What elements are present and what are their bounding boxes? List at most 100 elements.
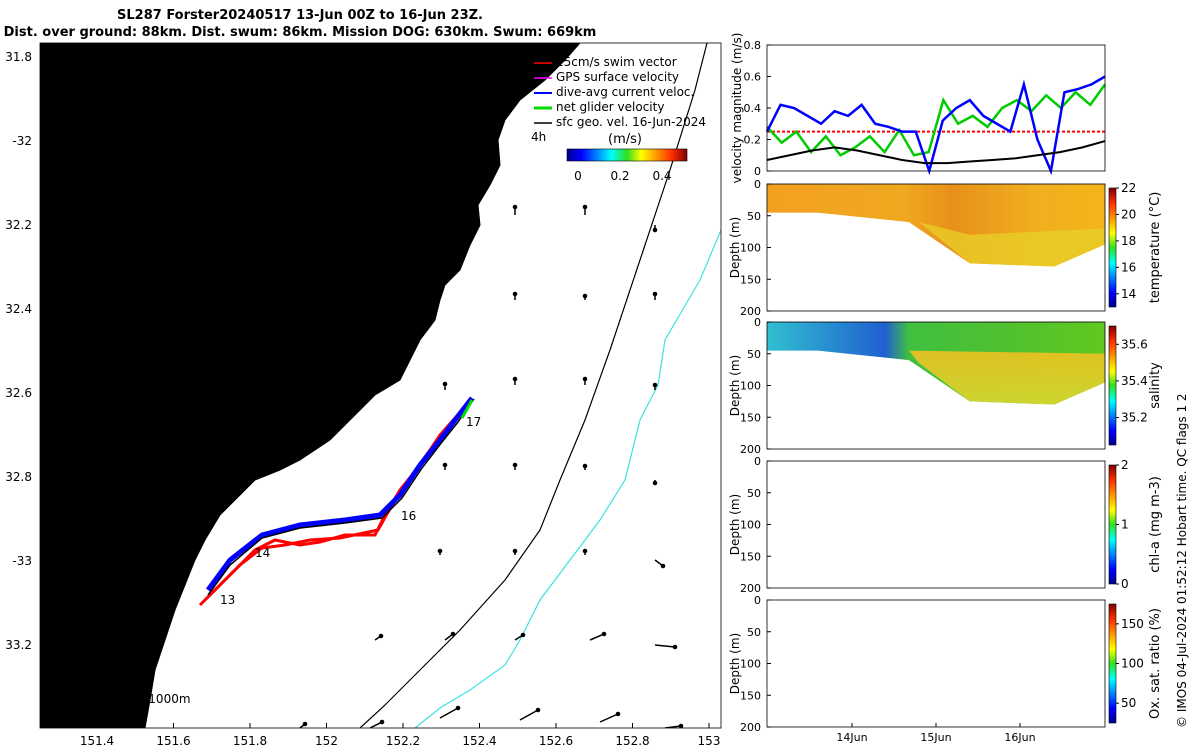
geo-velocity-arrowhead bbox=[378, 633, 384, 639]
profile-field bbox=[767, 184, 1105, 267]
vel-series-line bbox=[766, 83, 1107, 157]
field-colorbar-tick: 22 bbox=[1121, 181, 1136, 195]
depth-tick-label: 50 bbox=[747, 348, 761, 361]
field-colorbar-tick: 0 bbox=[1121, 577, 1129, 591]
depth-tick-label: 200 bbox=[740, 582, 761, 595]
vel-y-tick-label: 0.8 bbox=[744, 39, 762, 52]
geo-velocity-arrowhead bbox=[302, 721, 308, 727]
field-colorbar-tick: 50 bbox=[1121, 696, 1136, 710]
vel-y-tick-label: 0.4 bbox=[744, 102, 762, 115]
geo-velocity-arrowhead bbox=[512, 376, 518, 382]
colorbar-tick-2: 0.4 bbox=[652, 169, 671, 183]
depth-tick-label: 0 bbox=[754, 316, 761, 329]
map-y-tick-label: 33.2 bbox=[5, 638, 32, 652]
geo-velocity-arrowhead bbox=[660, 563, 666, 569]
panel-frame bbox=[766, 321, 1106, 450]
map-x-tick-label: 152 bbox=[315, 734, 338, 748]
vel-y-axis-label: velocity magnitude (m/s) bbox=[730, 33, 744, 184]
glider-track-map: 13 14 16 17 isobaths: 0, 200 1000m 151.4… bbox=[5, 42, 722, 748]
map-y-tick-label: 32.6 bbox=[5, 386, 32, 400]
field-colorbar-tick: 18 bbox=[1121, 234, 1136, 248]
geo-velocity-arrow bbox=[654, 644, 676, 648]
panel-frame bbox=[766, 44, 1106, 172]
depth-tick-label: 100 bbox=[740, 658, 761, 671]
isobath-label: isobaths: 0, 200 1000m bbox=[48, 692, 191, 706]
map-x-axis: 151.4 151.6 151.8 152 152.2 152.4 152.6 152.8 15… bbox=[80, 723, 721, 748]
geo-velocity-arrowhead bbox=[512, 291, 518, 297]
day-label-14: 14 bbox=[255, 546, 270, 560]
field-colorbar-tick: 100 bbox=[1121, 657, 1144, 671]
geo-velocity-arrowhead bbox=[652, 480, 658, 486]
colorbar-tick-1: 0.2 bbox=[610, 169, 629, 183]
field-colorbar-label: salinity bbox=[1148, 362, 1163, 409]
day-label-16: 16 bbox=[401, 509, 416, 523]
geo-velocity-arrowhead bbox=[512, 548, 518, 554]
glider-track bbox=[207, 398, 475, 596]
map-frame bbox=[39, 42, 722, 729]
geostrophic-arrows bbox=[299, 204, 684, 728]
depth-tick-label: 150 bbox=[740, 411, 761, 424]
geo-velocity-arrowhead bbox=[379, 719, 385, 725]
map-y-tick-label: -32 bbox=[12, 134, 32, 148]
field-colorbar-tick: 150 bbox=[1121, 617, 1144, 631]
legend-label-net: net glider velocity bbox=[556, 100, 664, 114]
geo-velocity-arrowhead bbox=[442, 381, 448, 387]
depth-tick-label: 0 bbox=[754, 455, 761, 468]
field-colorbar-tick: 1 bbox=[1121, 518, 1129, 532]
net-glider-velocity bbox=[460, 399, 474, 419]
profile-field-deep bbox=[919, 222, 1105, 267]
field-colorbar-tick: 35.6 bbox=[1121, 337, 1148, 351]
field-colorbar bbox=[1108, 464, 1117, 585]
map-x-tick-label: 152.4 bbox=[462, 734, 496, 748]
geo-velocity-arrow bbox=[519, 709, 539, 721]
depth-tick-label: 150 bbox=[740, 550, 761, 563]
isobath-1000m bbox=[414, 229, 721, 728]
geo-velocity-arrowhead bbox=[652, 382, 658, 388]
vel-y-tick-label: 0.6 bbox=[744, 71, 762, 84]
field-colorbar-tick: 35.4 bbox=[1121, 374, 1148, 388]
profile-field bbox=[767, 322, 1105, 405]
map-x-tick-label: 153 bbox=[698, 734, 721, 748]
geo-velocity-arrowhead bbox=[437, 548, 443, 554]
depth-axis-label: Depth (m) bbox=[728, 217, 742, 278]
geo-velocity-arrowhead bbox=[535, 707, 541, 713]
depth-axis-label: Depth (m) bbox=[728, 494, 742, 555]
legend-label-geo: sfc geo. vel. 16-Jun-2024 bbox=[556, 115, 706, 129]
legend-extra-4h: 4h bbox=[531, 130, 546, 144]
geo-velocity-arrowhead bbox=[455, 705, 461, 711]
map-y-tick-label: -33 bbox=[12, 554, 32, 568]
depth-axis-label: Depth (m) bbox=[728, 355, 742, 416]
legend-label-current: dive-avg current veloc. bbox=[556, 85, 694, 99]
day-label-17: 17 bbox=[466, 415, 481, 429]
map-y-tick-label: 31.8 bbox=[5, 50, 32, 64]
depth-tick-label: 50 bbox=[747, 626, 761, 639]
field-colorbar-label: chl-a (mg m-3) bbox=[1148, 476, 1163, 573]
map-legend: 25cm/s swim vector GPS surface velocity … bbox=[531, 55, 706, 183]
time-tick-label: 16Jun bbox=[1004, 731, 1035, 744]
field-colorbar-tick: 16 bbox=[1121, 260, 1136, 274]
field-colorbar-tick: 14 bbox=[1121, 287, 1136, 301]
depth-tick-label: 200 bbox=[740, 721, 761, 734]
field-colorbar-label: temperature (°C) bbox=[1148, 192, 1163, 304]
map-x-tick-label: 152.2 bbox=[386, 734, 420, 748]
field-colorbar-tick: 2 bbox=[1121, 458, 1129, 472]
depth-tick-label: 100 bbox=[740, 242, 761, 255]
land-mass bbox=[40, 43, 581, 728]
geo-velocity-arrowhead bbox=[652, 291, 658, 297]
field-colorbar-label: Ox. sat. ratio (%) bbox=[1148, 608, 1163, 719]
map-y-tick-label: 32.2 bbox=[5, 218, 32, 232]
vel-series-line bbox=[766, 140, 1106, 165]
profile-field-deep bbox=[908, 350, 1105, 405]
geo-velocity-arrowhead bbox=[615, 711, 621, 717]
depth-tick-label: 0 bbox=[754, 594, 761, 607]
geo-velocity-arrowhead bbox=[582, 204, 588, 210]
time-tick-label: 15Jun bbox=[920, 731, 951, 744]
colorbar-tick-0: 0 bbox=[574, 169, 582, 183]
depth-tick-label: 50 bbox=[747, 487, 761, 500]
geo-velocity-arrow bbox=[439, 707, 459, 719]
depth-tick-label: 200 bbox=[740, 443, 761, 456]
legend-label-swim: 25cm/s swim vector bbox=[556, 55, 677, 69]
map-y-tick-label: 32.8 bbox=[5, 470, 32, 484]
panel-frame bbox=[766, 183, 1106, 312]
time-tick-label: 14Jun bbox=[836, 731, 867, 744]
